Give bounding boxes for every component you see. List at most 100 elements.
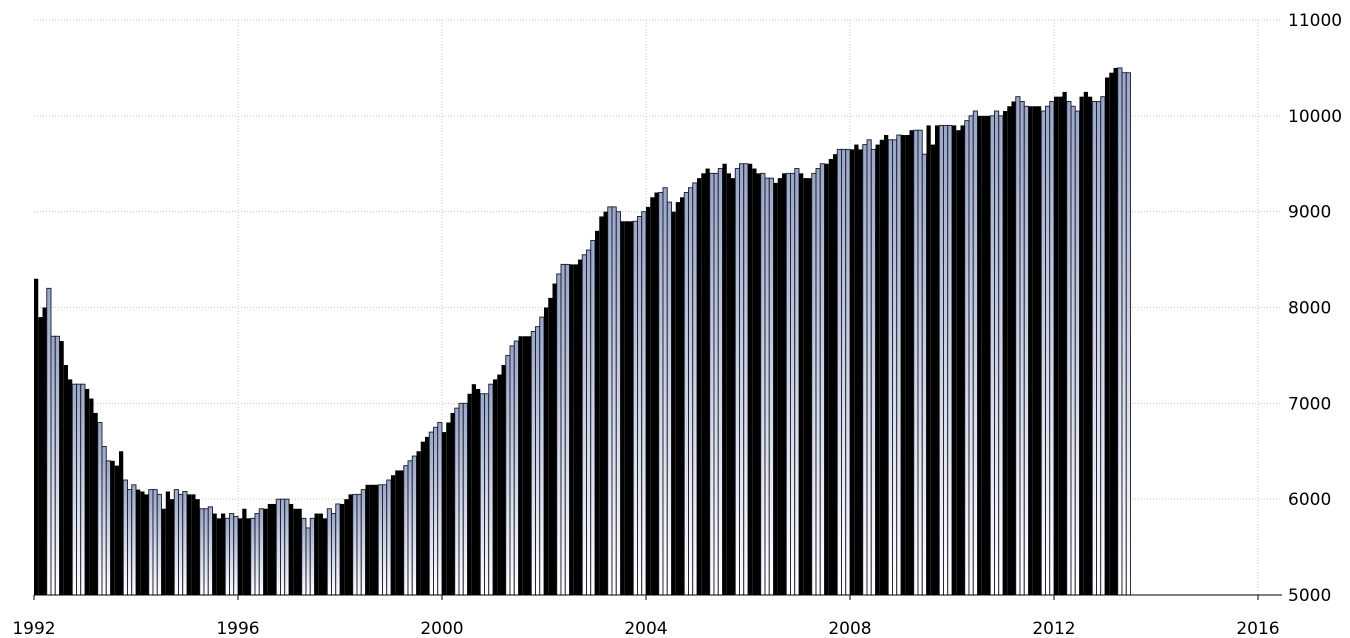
bar <box>114 465 119 596</box>
bar <box>254 513 260 596</box>
bar <box>309 517 315 596</box>
bar <box>624 221 629 595</box>
bar <box>476 388 481 595</box>
bar <box>1023 105 1029 596</box>
bar <box>875 144 880 595</box>
bar <box>994 110 1000 596</box>
axes: 5000 6000 7000 8000 9000 10000 11000 1992 1996 20… <box>12 11 1342 638</box>
bar <box>713 172 719 596</box>
bar <box>144 494 149 596</box>
bar <box>522 336 527 595</box>
bar <box>803 178 808 596</box>
bar <box>794 168 800 596</box>
bar <box>811 172 817 596</box>
bar <box>344 499 349 595</box>
bar <box>870 148 876 596</box>
bar <box>34 278 39 595</box>
bar <box>212 513 217 595</box>
bar <box>246 518 251 595</box>
bar <box>425 436 430 596</box>
bar <box>556 273 562 596</box>
bar <box>833 154 838 596</box>
bar <box>972 110 978 596</box>
bar <box>497 374 502 595</box>
bar <box>1037 106 1042 595</box>
bar <box>824 163 829 595</box>
bar <box>981 115 986 595</box>
bar <box>352 493 358 596</box>
bar <box>71 383 77 596</box>
bar <box>564 263 570 596</box>
bar <box>527 336 532 595</box>
bar <box>637 216 643 596</box>
bar <box>646 206 651 596</box>
bar <box>777 178 782 596</box>
bar <box>662 187 668 596</box>
bar <box>110 460 115 595</box>
bar <box>284 498 290 596</box>
bar <box>850 149 855 596</box>
bar <box>1091 101 1097 596</box>
bar <box>650 197 655 596</box>
bar <box>365 484 370 595</box>
bar <box>607 206 613 596</box>
bar <box>242 508 247 595</box>
bar <box>93 412 98 595</box>
bar <box>493 379 498 596</box>
bar <box>1007 106 1012 595</box>
bar <box>590 239 596 596</box>
bar <box>301 517 307 596</box>
bar <box>1117 67 1123 596</box>
bar <box>675 202 680 595</box>
x-tick-label: 2000 <box>420 619 463 638</box>
bar <box>866 139 872 596</box>
bar <box>569 264 574 596</box>
bar <box>305 527 311 596</box>
bar <box>768 177 774 596</box>
bar <box>161 508 166 595</box>
bar <box>331 513 337 596</box>
bar <box>756 173 761 595</box>
bar <box>688 187 694 596</box>
bar <box>275 498 281 596</box>
bar <box>136 489 141 595</box>
bar <box>1109 72 1114 595</box>
bar <box>403 465 409 596</box>
bar <box>326 508 332 596</box>
bar <box>641 211 647 596</box>
bar <box>1049 101 1055 596</box>
bar <box>250 517 256 596</box>
bar <box>195 499 200 595</box>
bar <box>484 393 490 596</box>
bar <box>930 144 935 595</box>
bar <box>734 168 740 596</box>
bar <box>46 287 52 596</box>
bar <box>947 124 953 596</box>
bar <box>611 206 617 596</box>
bar <box>722 163 727 595</box>
bar <box>828 158 833 595</box>
bar <box>1079 96 1084 596</box>
bar <box>148 489 154 596</box>
bar <box>658 192 664 596</box>
bar <box>926 125 931 596</box>
bar <box>97 422 103 596</box>
bar-series <box>34 67 1131 596</box>
bar <box>437 422 443 596</box>
bar <box>467 393 472 595</box>
bar <box>909 130 914 595</box>
bar <box>416 451 421 595</box>
bar <box>1019 101 1025 596</box>
bar <box>191 494 196 596</box>
bar <box>535 326 541 596</box>
bar <box>887 139 893 596</box>
bar <box>1070 105 1076 596</box>
bar <box>127 489 133 596</box>
bar <box>666 201 672 596</box>
bar <box>841 148 847 596</box>
bar <box>989 115 995 596</box>
bar <box>671 211 676 596</box>
y-tick-label: 8000 <box>1288 299 1331 319</box>
bar <box>581 254 587 596</box>
bar <box>1121 72 1127 596</box>
